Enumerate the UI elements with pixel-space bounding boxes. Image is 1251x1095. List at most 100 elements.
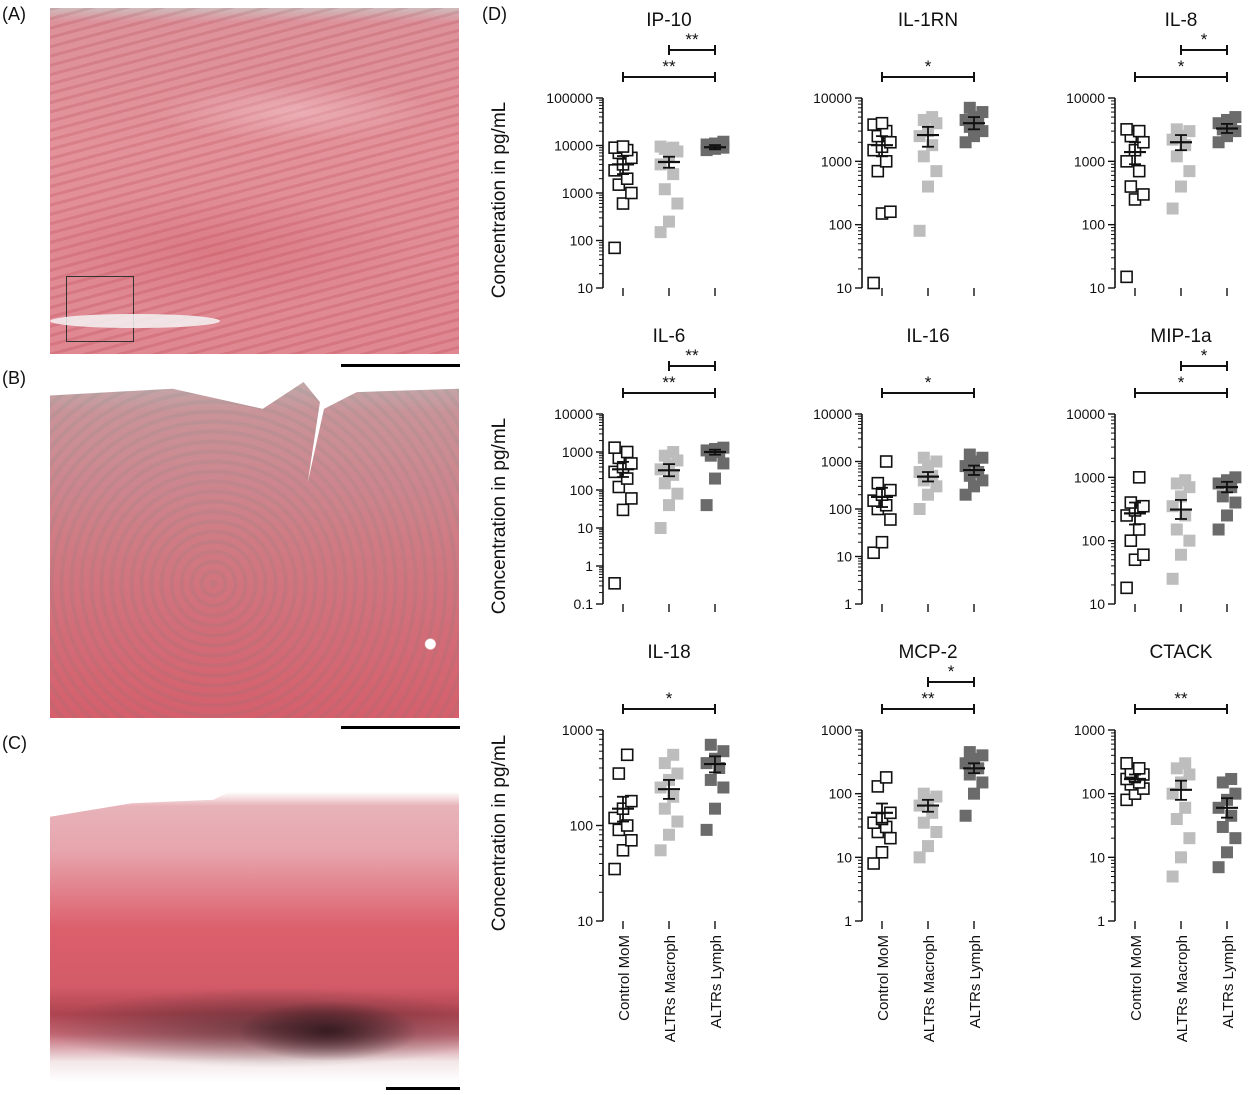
- x-group-label: ALTRs Lymph: [708, 935, 725, 1028]
- data-point-control: [608, 241, 621, 255]
- y-tick-label: 1000: [1074, 469, 1105, 485]
- scale-bar-a: [341, 364, 460, 367]
- data-point-macroph: [1175, 180, 1187, 193]
- y-tick-label: 1000: [821, 153, 852, 169]
- y-tick-label: 10000: [813, 406, 852, 422]
- data-point-macroph: [667, 446, 680, 458]
- y-tick-label: 1000: [562, 722, 593, 738]
- data-point-lymph: [1229, 471, 1242, 484]
- data-point-macroph: [1166, 202, 1179, 215]
- data-point-lymph: [963, 746, 976, 759]
- y-axis-label: Concentration in pg/mL: [489, 102, 510, 298]
- data-point-macroph: [654, 522, 667, 534]
- data-point-macroph: [1170, 150, 1183, 163]
- data-point-lymph: [963, 448, 976, 461]
- data-point-macroph: [1166, 870, 1179, 883]
- data-point-macroph: [913, 503, 926, 515]
- data-point-lymph: [1229, 496, 1242, 509]
- significance-label: **: [1174, 689, 1188, 708]
- data-point-control: [1120, 756, 1133, 770]
- y-tick-label: 10: [836, 849, 852, 865]
- x-group-label: ALTRs Macroph: [921, 935, 938, 1042]
- data-point-macroph: [926, 139, 939, 152]
- data-point-control: [1120, 581, 1133, 595]
- plot-title: IL-8: [1165, 10, 1198, 31]
- data-point-control: [884, 831, 897, 845]
- data-point-control: [1132, 762, 1146, 775]
- data-point-macroph: [1179, 757, 1192, 770]
- data-point-macroph: [917, 150, 930, 163]
- data-point-control: [1132, 124, 1146, 138]
- data-point-control: [875, 845, 889, 859]
- panel-label-d: (D): [482, 4, 507, 24]
- y-tick-label: 1000: [1074, 153, 1105, 169]
- data-point-control: [884, 205, 897, 219]
- x-group-label: ALTRs Macroph: [1174, 935, 1191, 1042]
- y-tick-label: 1: [844, 913, 852, 929]
- plot-title: IL-6: [653, 326, 686, 347]
- x-group-label: ALTRs Lymph: [1220, 935, 1237, 1028]
- y-tick-label: 10: [1089, 596, 1105, 612]
- data-point-control: [879, 771, 893, 784]
- data-point-control: [884, 513, 897, 526]
- data-point-macroph: [1183, 768, 1196, 781]
- y-tick-label: 10000: [554, 138, 593, 154]
- y-tick-label: 1: [1097, 913, 1105, 929]
- panel-label-a: (A): [2, 4, 26, 24]
- data-point-control: [612, 480, 626, 494]
- y-tick-label: 0.1: [574, 596, 594, 612]
- data-point-lymph: [704, 773, 717, 786]
- data-point-control: [867, 276, 880, 290]
- data-point-control: [867, 546, 880, 560]
- plot-title: IL-1RN: [898, 10, 958, 31]
- data-point-macroph: [922, 488, 934, 501]
- data-point-macroph: [930, 790, 943, 803]
- y-axis-label: Concentration in pg/mL: [489, 735, 510, 931]
- plot-title: MIP-1a: [1150, 326, 1212, 347]
- y-tick-label: 10000: [813, 90, 852, 106]
- data-point-lymph: [968, 787, 980, 800]
- significance-label: **: [685, 30, 699, 49]
- data-point-control: [879, 155, 893, 168]
- data-point-lymph: [976, 106, 989, 119]
- data-point-control: [1124, 180, 1138, 193]
- y-tick-label: 100: [829, 786, 853, 802]
- y-tick-label: 10: [836, 549, 852, 565]
- significance-label: **: [685, 346, 699, 365]
- data-point-macroph: [1170, 813, 1183, 826]
- data-point-control: [1124, 534, 1138, 547]
- data-point-control: [616, 140, 630, 153]
- data-point-control: [608, 862, 621, 876]
- x-group-label: Control MoM: [616, 935, 633, 1021]
- data-point-macroph: [926, 806, 939, 819]
- plot-title: IL-18: [647, 642, 690, 663]
- x-group-label: ALTRs Macroph: [662, 935, 679, 1042]
- data-point-control: [620, 748, 634, 762]
- plot-7: MCP-2 1 10 100 1000 Control MoM ALTRs Macroph A…: [821, 642, 989, 1042]
- x-group-label: Control MoM: [1128, 935, 1145, 1021]
- data-point-macroph: [667, 748, 680, 761]
- panel-label-c: (C): [2, 733, 27, 753]
- data-point-lymph: [959, 488, 972, 501]
- data-point-macroph: [663, 499, 675, 512]
- data-point-macroph: [917, 451, 930, 464]
- significance-label: *: [925, 57, 932, 76]
- y-tick-label: 1000: [821, 454, 852, 470]
- micrograph-a-vessel: [50, 314, 220, 328]
- data-point-macroph: [654, 158, 667, 171]
- data-point-lymph: [963, 101, 976, 114]
- significance-label: **: [662, 57, 676, 76]
- y-tick-label: 10000: [1066, 90, 1105, 106]
- y-tick-label: 100: [829, 217, 853, 233]
- plot-2: IL-8 10 100 1000 10000 * *: [1066, 10, 1242, 296]
- y-tick-label: 1000: [562, 185, 593, 201]
- data-point-control: [608, 441, 621, 454]
- significance-label: *: [1201, 30, 1208, 49]
- data-point-macroph: [926, 111, 939, 124]
- micrograph-b: [50, 382, 459, 718]
- data-point-macroph: [1166, 787, 1179, 800]
- data-point-macroph: [917, 816, 930, 829]
- data-point-macroph: [1175, 851, 1187, 864]
- micrograph-c: [50, 755, 459, 1082]
- data-point-macroph: [671, 815, 684, 828]
